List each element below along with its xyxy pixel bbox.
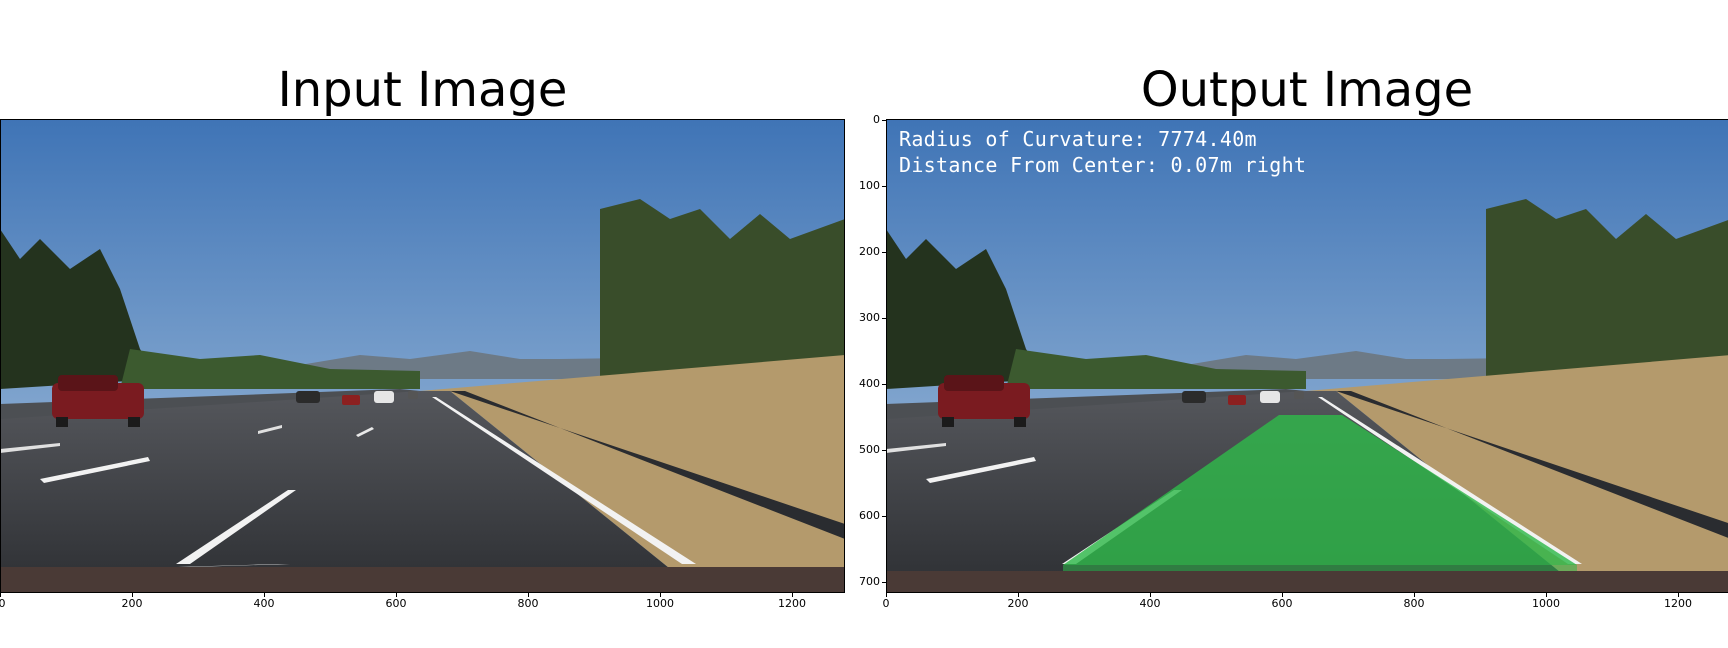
y-tick-label: 100 bbox=[859, 179, 880, 192]
y-tick bbox=[882, 252, 886, 253]
x-tick bbox=[1414, 593, 1415, 597]
y-tick-label: 600 bbox=[859, 509, 880, 522]
y-tick-label: 400 bbox=[859, 377, 880, 390]
y-tick bbox=[882, 516, 886, 517]
y-tick-label: 0 bbox=[873, 113, 880, 126]
x-tick bbox=[528, 593, 529, 597]
x-tick bbox=[1546, 593, 1547, 597]
x-tick-label: 400 bbox=[253, 597, 275, 610]
y-tick bbox=[882, 450, 886, 451]
x-tick bbox=[1282, 593, 1283, 597]
x-tick bbox=[792, 593, 793, 597]
distance-from-center-text: Distance From Center: 0.07m right bbox=[899, 153, 1307, 177]
y-tick bbox=[882, 120, 886, 121]
x-tick-label: 600 bbox=[385, 597, 407, 610]
x-tick bbox=[0, 593, 1, 597]
x-tick-label: 1000 bbox=[646, 597, 674, 610]
x-tick-label: 600 bbox=[1271, 597, 1293, 610]
y-tick-label: 300 bbox=[859, 311, 880, 324]
x-tick-label: 200 bbox=[121, 597, 143, 610]
input-image-title: Input Image bbox=[277, 62, 568, 118]
y-tick-label: 200 bbox=[859, 245, 880, 258]
x-tick bbox=[1678, 593, 1679, 597]
y-tick bbox=[882, 582, 886, 583]
x-tick-label: 1000 bbox=[1532, 597, 1560, 610]
output-image bbox=[886, 119, 1728, 593]
output-image-title: Output Image bbox=[1140, 62, 1474, 118]
x-tick-label: 0 bbox=[0, 597, 6, 610]
x-tick-label: 800 bbox=[1403, 597, 1425, 610]
lane-area-overlay bbox=[1063, 415, 1577, 565]
x-tick-label: 1200 bbox=[1664, 597, 1692, 610]
x-tick bbox=[264, 593, 265, 597]
y-tick bbox=[882, 384, 886, 385]
x-tick bbox=[660, 593, 661, 597]
x-tick bbox=[132, 593, 133, 597]
y-tick-label: 700 bbox=[859, 575, 880, 588]
y-tick-label: 500 bbox=[859, 443, 880, 456]
x-tick-label: 1200 bbox=[778, 597, 806, 610]
x-tick-label: 0 bbox=[882, 597, 890, 610]
x-tick-label: 400 bbox=[1139, 597, 1161, 610]
x-tick bbox=[886, 593, 887, 597]
y-tick bbox=[882, 318, 886, 319]
y-tick bbox=[882, 186, 886, 187]
x-tick-label: 800 bbox=[517, 597, 539, 610]
x-tick bbox=[1018, 593, 1019, 597]
x-tick bbox=[1150, 593, 1151, 597]
x-tick bbox=[396, 593, 397, 597]
input-image bbox=[0, 119, 845, 593]
radius-of-curvature-text: Radius of Curvature: 7774.40m bbox=[899, 127, 1257, 151]
x-tick-label: 200 bbox=[1007, 597, 1029, 610]
